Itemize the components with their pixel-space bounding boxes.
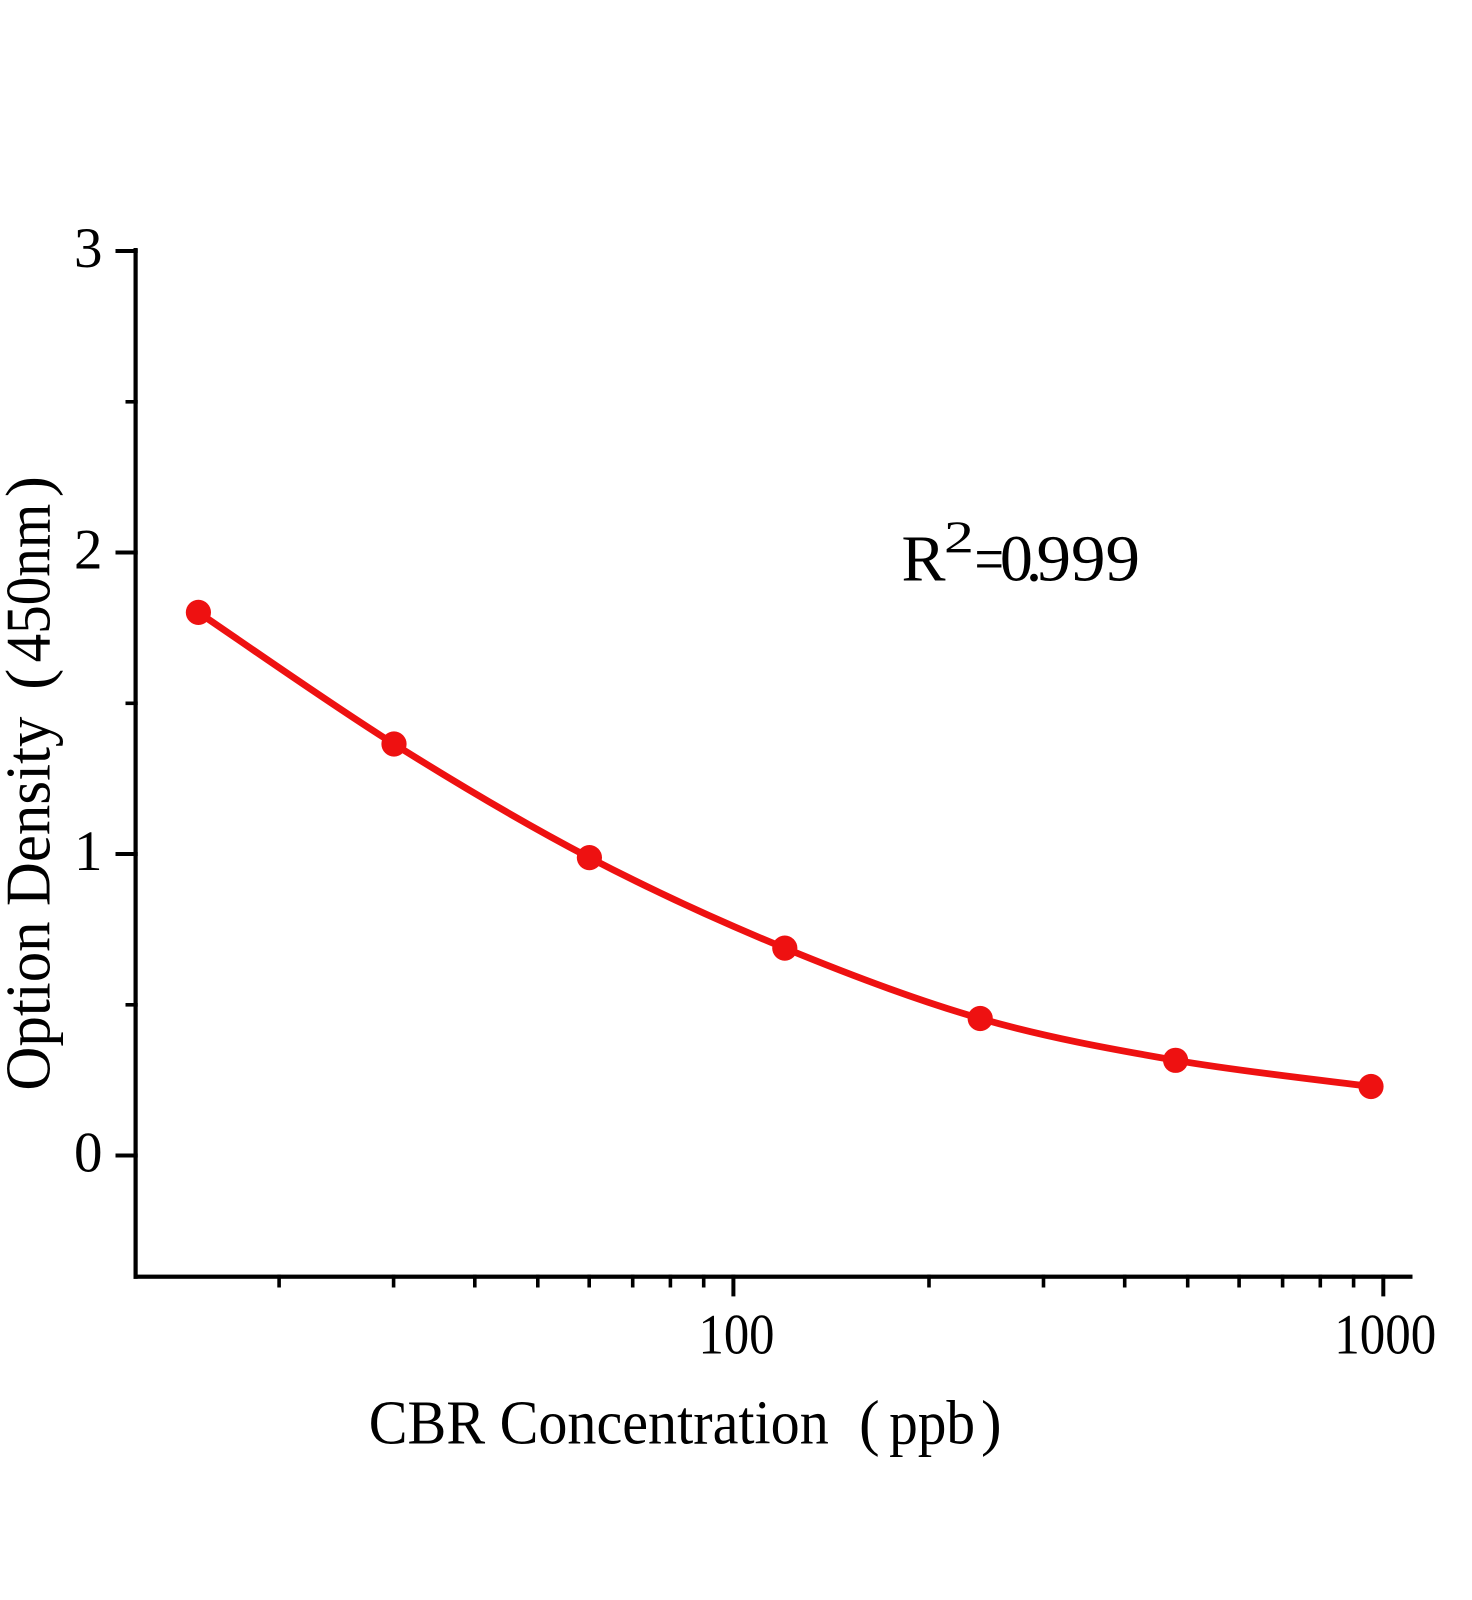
svg-text:.: . — [1026, 522, 1043, 595]
svg-text:2: 2 — [944, 512, 974, 562]
svg-text:=: = — [975, 523, 1005, 596]
svg-text:(: ( — [0, 669, 64, 690]
svg-text:1: 1 — [74, 820, 103, 883]
svg-text:): ) — [0, 476, 64, 497]
svg-text:(: ( — [859, 1390, 880, 1458]
svg-text:ppb: ppb — [889, 1390, 975, 1458]
svg-text:2: 2 — [74, 518, 103, 581]
svg-text:100: 100 — [699, 1304, 775, 1367]
svg-text:): ) — [981, 1390, 1002, 1458]
svg-text:R: R — [902, 522, 946, 595]
svg-text:3: 3 — [74, 217, 103, 280]
svg-text:0: 0 — [74, 1121, 103, 1184]
svg-text:CBR Concentration: CBR Concentration — [369, 1390, 829, 1458]
svg-text:1000: 1000 — [1334, 1304, 1436, 1367]
svg-text:450nm: 450nm — [0, 504, 64, 663]
svg-text:0: 0 — [1000, 522, 1033, 595]
svg-text:999: 999 — [1037, 522, 1141, 595]
svg-text:Option Density: Option Density — [0, 716, 64, 1090]
